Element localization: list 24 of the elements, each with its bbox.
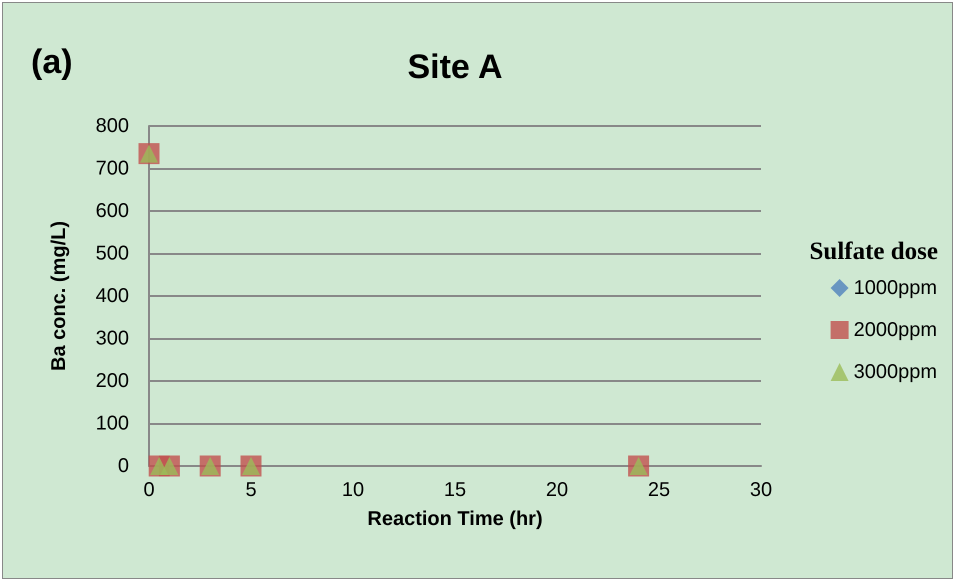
y-tick-label: 0 — [118, 455, 129, 477]
x-tick-label: 0 — [143, 479, 155, 501]
legend-label: 3000ppm — [854, 361, 938, 383]
y-tick-label: 700 — [96, 158, 129, 180]
x-axis-title: Reaction Time (hr) — [367, 508, 543, 530]
y-tick-label: 300 — [96, 328, 129, 350]
legend-title: Sulfate dose — [810, 238, 938, 265]
y-tick-label: 100 — [96, 412, 129, 434]
y-tick-label: 500 — [96, 242, 129, 264]
y-tick-label: 800 — [96, 115, 129, 137]
y-tick-label: 600 — [96, 200, 129, 222]
x-tick-label: 25 — [648, 479, 670, 501]
y-tick-label: 200 — [96, 370, 129, 392]
chart-title: Site A — [407, 48, 503, 86]
legend-label: 1000ppm — [854, 277, 938, 299]
x-tick-label: 10 — [342, 479, 364, 501]
y-tick-label: 400 — [96, 285, 129, 307]
x-tick-label: 5 — [245, 479, 257, 501]
x-tick-label: 30 — [750, 479, 772, 501]
x-tick-label: 20 — [546, 479, 568, 501]
legend-label: 2000ppm — [854, 319, 938, 341]
x-tick-label: 15 — [444, 479, 466, 501]
text: (a) — [31, 43, 73, 81]
y-axis-title: Ba conc. (mg/L) — [48, 220, 70, 372]
